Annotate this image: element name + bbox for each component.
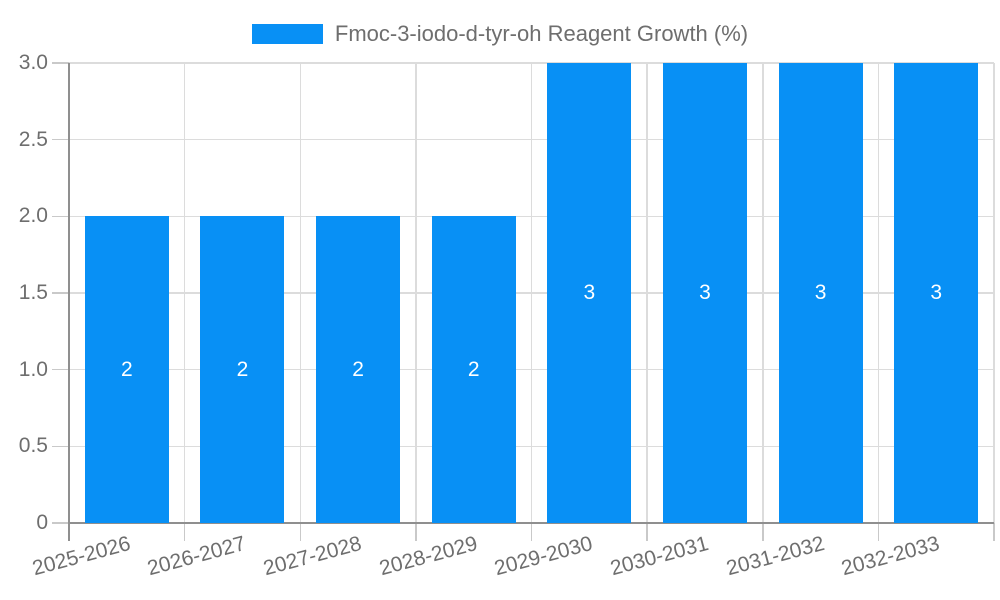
bar[interactable]: 2 (431, 216, 516, 523)
bar[interactable]: 3 (778, 63, 863, 523)
x-axis-tick (299, 523, 301, 541)
x-axis-tick (646, 523, 648, 541)
bar-value-label: 3 (699, 281, 711, 304)
y-axis-label: 0.5 (18, 434, 48, 458)
y-axis-label: 1.0 (18, 357, 48, 381)
gridline-vertical (646, 63, 648, 523)
y-axis-label: 2.5 (18, 127, 48, 151)
legend-swatch (251, 24, 323, 44)
bar[interactable]: 2 (200, 216, 285, 523)
y-axis-label: 1.5 (18, 281, 48, 304)
legend[interactable]: Fmoc-3-iodo-d-tyr-oh Reagent Growth (%) (0, 21, 1000, 47)
gridline-vertical (415, 63, 417, 523)
gridline-vertical (877, 63, 880, 523)
y-axis-tick (52, 62, 69, 64)
bar-value-label: 2 (352, 357, 364, 381)
gridline-vertical (183, 63, 186, 523)
y-axis-tick (52, 215, 69, 218)
x-axis-tick (877, 523, 880, 541)
bar[interactable]: 3 (662, 63, 747, 523)
bar-value-label: 3 (930, 281, 943, 304)
y-axis-tick (52, 522, 69, 524)
y-axis-label: 2.0 (18, 204, 48, 228)
gridline-vertical (530, 63, 533, 523)
y-axis-label: 3.0 (18, 51, 48, 74)
gridline-vertical (762, 63, 764, 523)
y-axis-tick (52, 138, 69, 141)
y-axis-label: 0 (36, 511, 48, 534)
x-axis-line (69, 522, 994, 524)
x-axis-tick (530, 523, 533, 541)
bar[interactable]: 2 (316, 216, 401, 523)
x-axis-tick (993, 523, 995, 541)
bar[interactable]: 2 (84, 216, 169, 523)
x-axis-tick (183, 523, 186, 541)
y-axis-line (68, 63, 70, 541)
bar-value-label: 3 (814, 281, 827, 304)
bar-value-label: 2 (467, 357, 480, 381)
bar[interactable]: 3 (547, 63, 632, 523)
y-axis-tick (52, 292, 69, 294)
gridline-vertical (299, 63, 301, 523)
legend-label: Fmoc-3-iodo-d-tyr-oh Reagent Growth (%) (334, 21, 749, 46)
x-axis-tick (762, 523, 764, 541)
bar-value-label: 2 (236, 357, 249, 381)
gridline-vertical (993, 63, 995, 523)
x-axis-tick (415, 523, 417, 541)
y-axis-tick (52, 368, 69, 371)
bar-value-label: 3 (583, 281, 596, 304)
bar[interactable]: 3 (894, 63, 979, 523)
bar-value-label: 2 (120, 357, 133, 381)
y-axis-tick (52, 445, 69, 448)
